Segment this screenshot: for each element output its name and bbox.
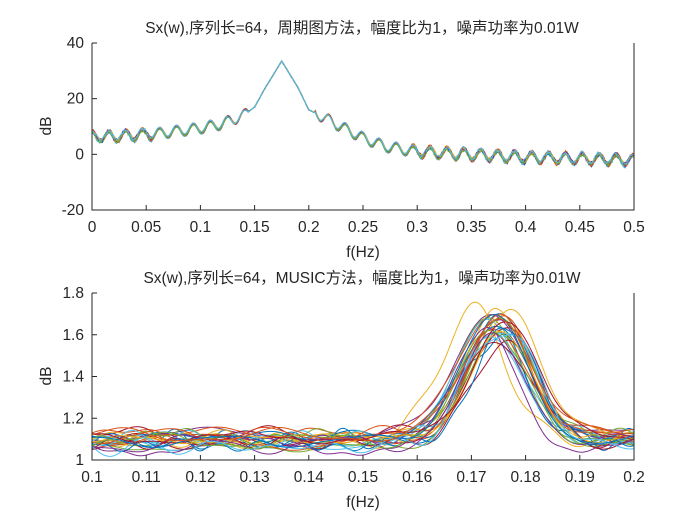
music-x-tick-label: 0.16 xyxy=(402,469,432,486)
music-y-tick-label: 1.4 xyxy=(62,369,84,386)
periodogram-x-tick-label: 0.15 xyxy=(240,219,270,236)
periodogram-title: Sx(w),序列长=64，周期图方法，幅度比为1，噪声功率为0.01W xyxy=(145,19,579,37)
music-y-tick-label: 1.2 xyxy=(62,410,84,427)
periodogram-ylabel: dB xyxy=(38,117,55,136)
music-series-line xyxy=(92,334,634,457)
periodogram-y-tick-label: 20 xyxy=(67,91,85,108)
music-ylabel: dB xyxy=(38,367,55,386)
periodogram-x-tick-label: 0.1 xyxy=(190,219,212,236)
periodogram-x-tick-label: 0.05 xyxy=(131,219,161,236)
music-xlabel: f(Hz) xyxy=(346,494,380,511)
periodogram-x-tick-label: 0.25 xyxy=(348,219,378,236)
periodogram-x-tick-label: 0.5 xyxy=(623,219,645,236)
music-y-ticks: 1 1.2 1.4 1.6 1.8 xyxy=(62,285,97,469)
periodogram-y-ticks: -20 0 20 40 xyxy=(62,35,97,219)
music-series-line xyxy=(92,313,634,449)
periodogram-series-line xyxy=(92,60,634,167)
periodogram-x-tick-label: 0.2 xyxy=(298,219,320,236)
music-y-tick-label: 1 xyxy=(75,452,84,469)
music-x-tick-label: 0.12 xyxy=(185,469,215,486)
music-x-tick-label: 0.15 xyxy=(348,469,378,486)
periodogram-x-tick-label: 0.3 xyxy=(406,219,428,236)
periodogram-x-tick-label: 0.35 xyxy=(456,219,486,236)
periodogram-axes: Sx(w),序列长=64，周期图方法，幅度比为1，噪声功率为0.01W 0 0.0… xyxy=(38,19,645,261)
music-series-group xyxy=(92,301,634,457)
periodogram-y-tick-label: -20 xyxy=(62,202,85,219)
music-y-tick-label: 1.8 xyxy=(62,285,84,302)
periodogram-series-group xyxy=(92,60,634,169)
music-series-line xyxy=(92,332,634,455)
periodogram-x-tick-label: 0.4 xyxy=(515,219,537,236)
periodogram-x-ticks: 0 0.05 0.1 0.15 0.2 0.25 0.3 0.35 0.4 0.45 0.5 xyxy=(88,205,645,236)
music-x-tick-label: 0.19 xyxy=(565,469,595,486)
music-series-line xyxy=(92,301,634,451)
music-series-line xyxy=(92,313,634,446)
periodogram-y-tick-label: 0 xyxy=(75,146,84,163)
periodogram-y-tick-label: 40 xyxy=(67,35,85,52)
music-y-tick-label: 1.6 xyxy=(62,327,84,344)
music-x-tick-label: 0.17 xyxy=(456,469,486,486)
music-series-line xyxy=(92,318,634,442)
periodogram-x-tick-label: 0 xyxy=(88,219,97,236)
music-x-tick-label: 0.1 xyxy=(81,469,103,486)
music-axes: Sx(w),序列长=64，MUSIC方法，幅度比为1，噪声功率为0.01W 0.… xyxy=(38,269,645,511)
periodogram-xlabel: f(Hz) xyxy=(346,244,380,261)
music-title: Sx(w),序列长=64，MUSIC方法，幅度比为1，噪声功率为0.01W xyxy=(143,269,580,287)
music-x-tick-label: 0.13 xyxy=(240,469,270,486)
music-x-tick-label: 0.11 xyxy=(132,469,161,486)
music-series-line xyxy=(92,327,634,453)
periodogram-x-tick-label: 0.45 xyxy=(565,219,595,236)
music-x-tick-label: 0.14 xyxy=(294,469,325,486)
music-x-tick-label: 0.18 xyxy=(511,469,541,486)
music-x-tick-label: 0.2 xyxy=(623,469,645,486)
music-x-ticks: 0.1 0.11 0.12 0.13 0.14 0.15 0.16 0.17 0.18 0.19 0… xyxy=(81,455,645,486)
periodogram-series-line xyxy=(92,60,634,165)
